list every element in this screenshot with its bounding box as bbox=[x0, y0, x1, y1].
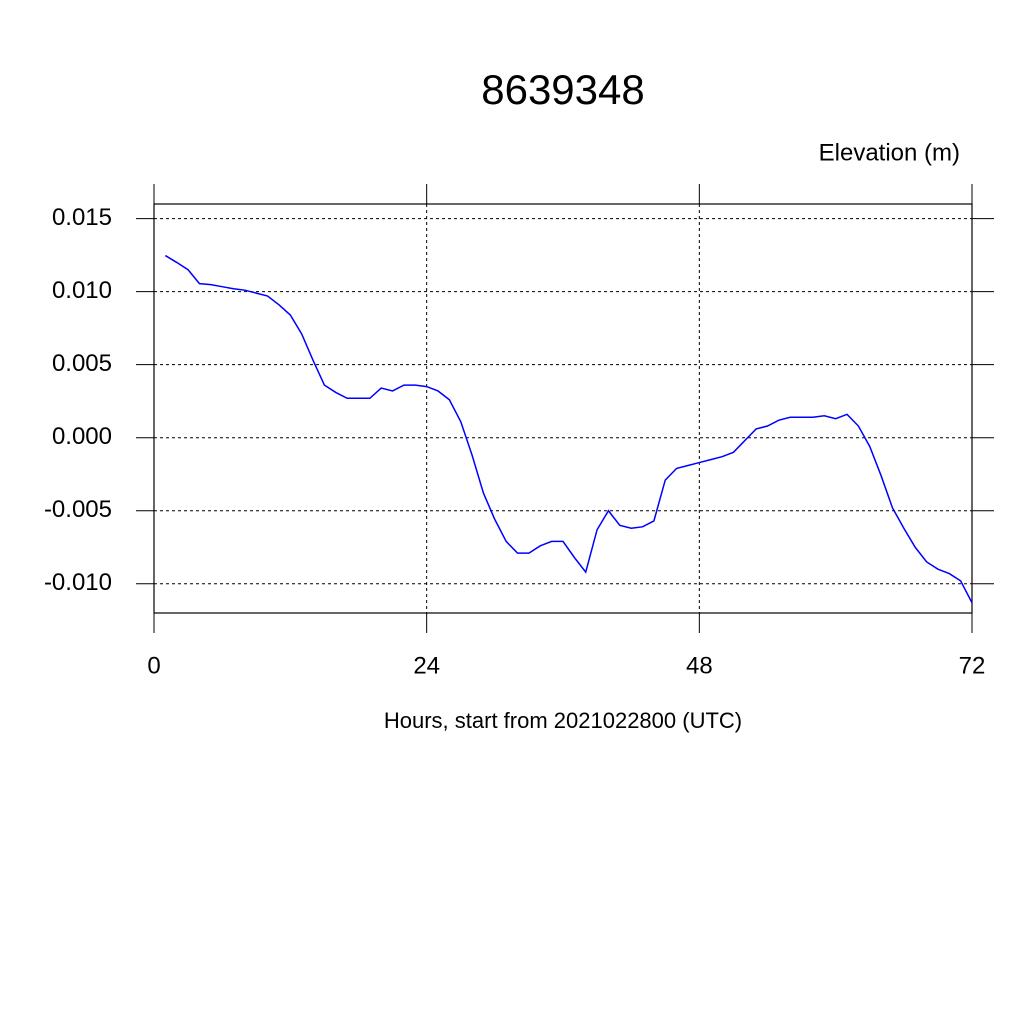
x-tick-label: 48 bbox=[686, 652, 713, 679]
x-tick-label: 72 bbox=[959, 652, 986, 679]
y-tick-label: 0.005 bbox=[52, 350, 112, 377]
y-tick-label: -0.010 bbox=[44, 569, 112, 596]
plot-frame bbox=[153, 203, 973, 614]
x-axis-label: Hours, start from 2021022800 (UTC) bbox=[384, 708, 742, 733]
y-tick-label: 0.015 bbox=[52, 204, 112, 231]
chart-title: 8639348 bbox=[481, 66, 645, 113]
y-axis-label: Elevation (m) bbox=[819, 139, 960, 166]
y-tick-label: 0.000 bbox=[52, 423, 112, 450]
y-tick-label: -0.005 bbox=[44, 496, 112, 523]
x-tick-label: 24 bbox=[413, 652, 440, 679]
y-tick-label: 0.010 bbox=[52, 277, 112, 304]
x-tick-label: 0 bbox=[147, 652, 160, 679]
data-line bbox=[164, 254, 973, 604]
